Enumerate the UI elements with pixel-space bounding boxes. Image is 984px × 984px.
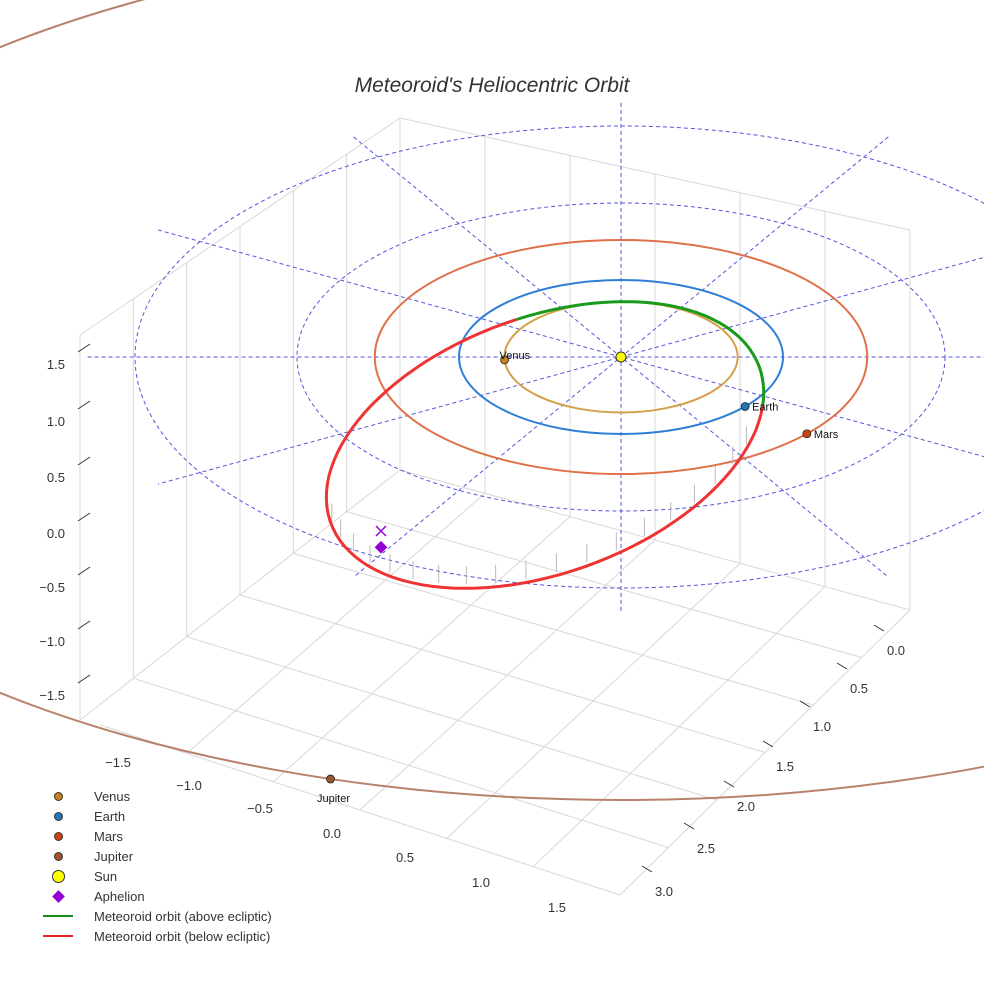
legend-symbol-icon	[40, 935, 76, 937]
grid-line	[446, 562, 741, 839]
legend-symbol-icon	[40, 889, 76, 903]
grid-line	[532, 586, 826, 868]
y-tick-label: 0.0	[887, 643, 905, 658]
z-tick	[77, 343, 91, 353]
z-tick	[77, 620, 91, 630]
z-tick	[77, 456, 91, 466]
aphelion-marker	[374, 540, 388, 554]
sun-marker	[615, 351, 627, 363]
planet-earth	[740, 402, 750, 411]
x-tick-label: −0.5	[247, 801, 273, 816]
x-tick-label: 1.5	[548, 900, 566, 915]
y-tick-label: 3.0	[655, 884, 673, 899]
grid-line	[186, 636, 717, 801]
planet-label: Earth	[752, 401, 778, 413]
planet-label: Mars	[814, 429, 839, 441]
y-tick-label: 1.5	[776, 759, 794, 774]
radial-line	[157, 256, 984, 485]
z-tick	[77, 400, 91, 410]
grid-line	[239, 594, 766, 753]
legend-label: Sun	[94, 868, 118, 884]
legend-symbol-icon	[40, 851, 76, 861]
x-tick-label: 0.5	[396, 850, 414, 865]
grid-line	[133, 677, 669, 848]
z-tick-label: 1.5	[47, 357, 65, 372]
x-tick-label: 1.0	[472, 875, 490, 890]
legend-symbol-icon	[40, 831, 76, 841]
unused-path	[506, 302, 764, 406]
legend-item[interactable]: Aphelion	[40, 886, 272, 906]
planet-venus	[500, 355, 509, 365]
legend-label: Meteoroid orbit (below ecliptic)	[94, 928, 271, 944]
grid-line	[347, 512, 534, 867]
legend-item[interactable]: Sun	[40, 866, 272, 886]
legend-label: Jupiter	[94, 848, 134, 864]
z-tick-label: 0.0	[47, 526, 65, 541]
y-tick	[762, 740, 774, 748]
legend-item[interactable]: Meteoroid orbit (above ecliptic)	[40, 906, 272, 926]
legend-item[interactable]: Meteoroid orbit (below ecliptic)	[40, 926, 272, 946]
legend-label: Earth	[94, 808, 126, 824]
x-tick-label: 0.0	[323, 826, 341, 841]
orbit-earth	[458, 279, 784, 435]
legend-symbol-icon	[40, 915, 76, 917]
legend-label: Meteoroid orbit (above ecliptic)	[94, 908, 272, 924]
x-tick-label: −1.0	[176, 778, 202, 793]
planet-jupiter	[326, 774, 335, 784]
legend-item[interactable]: Venus	[40, 786, 272, 806]
z-tick-label: −0.5	[39, 580, 65, 595]
legend-symbol-icon	[40, 791, 76, 801]
z-tick	[77, 512, 91, 522]
grid-line	[346, 511, 862, 658]
z-tick-label: 0.5	[47, 470, 65, 485]
legend-symbol-icon	[40, 811, 76, 821]
chart-title: Meteoroid's Heliocentric Orbit	[354, 74, 630, 97]
legend: Venus Earth Mars Jupiter Sun Aphelion Meteoroi…	[40, 786, 272, 946]
y-tick	[799, 700, 811, 708]
legend-symbol-icon	[40, 869, 76, 883]
y-tick	[723, 780, 735, 788]
y-tick-label: 1.0	[813, 719, 831, 734]
planet-label: Jupiter	[317, 793, 350, 805]
meteoroid-orbit-above	[516, 300, 766, 407]
grid-line	[240, 595, 360, 810]
y-tick	[836, 662, 848, 670]
y-tick	[641, 865, 653, 873]
legend-item[interactable]: Mars	[40, 826, 272, 846]
radial-line	[157, 229, 984, 458]
grid-line	[133, 678, 186, 753]
x-tick-label: −1.5	[105, 755, 131, 770]
legend-label: Mars	[94, 828, 123, 844]
y-tick-label: 2.0	[737, 799, 755, 814]
y-tick	[683, 822, 695, 830]
legend-label: Aphelion	[94, 888, 145, 904]
legend-label: Venus	[94, 788, 131, 804]
orbit-mars	[373, 238, 869, 476]
legend-item[interactable]: Earth	[40, 806, 272, 826]
y-tick-label: 0.5	[850, 681, 868, 696]
z-tick-label: 1.0	[47, 414, 65, 429]
grid-line	[293, 552, 814, 706]
meteoroid-orbit-below	[324, 318, 765, 590]
z-tick	[77, 566, 91, 576]
planet-label: Venus	[500, 350, 531, 362]
legend-item[interactable]: Jupiter	[40, 846, 272, 866]
planet-mars	[802, 429, 812, 439]
y-tick-label: 2.5	[697, 841, 715, 856]
aphelion-projection-x	[375, 525, 387, 537]
y-tick	[873, 624, 885, 632]
z-tick-label: −1.0	[39, 634, 65, 649]
z-tick-label: −1.5	[39, 688, 65, 703]
orbit-jupiter	[0, 0, 984, 801]
z-tick	[77, 674, 91, 684]
